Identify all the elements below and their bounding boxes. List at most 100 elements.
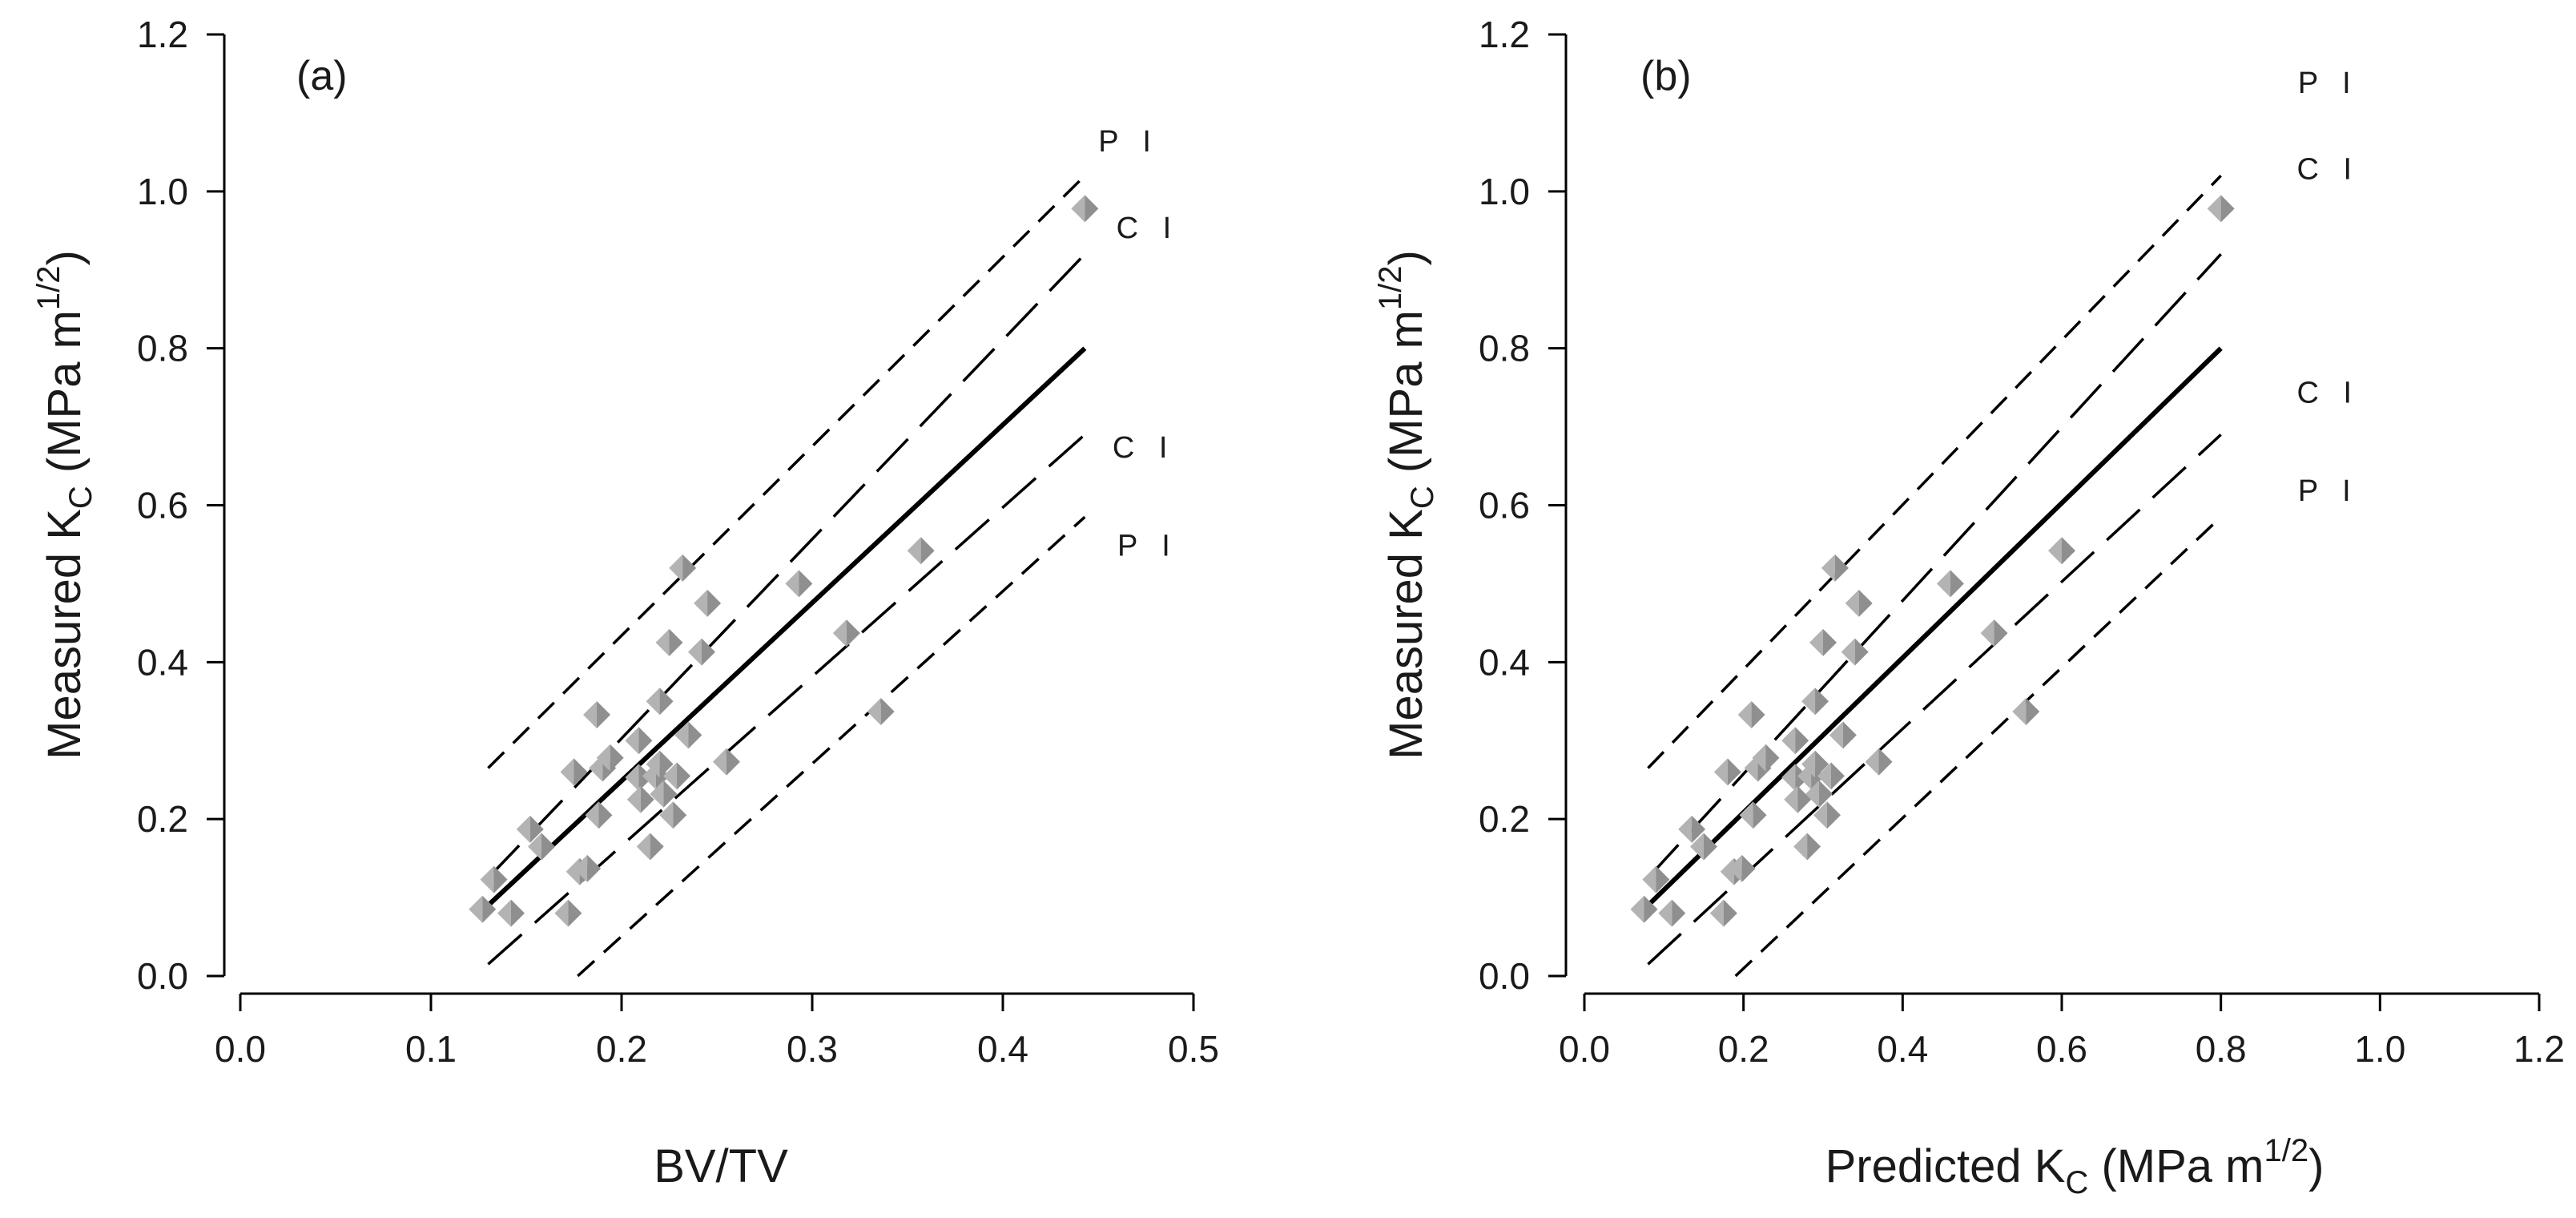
data-point-left-half bbox=[583, 700, 598, 728]
y-tick-label: 1.2 bbox=[137, 14, 188, 55]
data-point bbox=[832, 619, 860, 647]
x-tick-label: 0.8 bbox=[2196, 1028, 2247, 1070]
data-point-right-half bbox=[726, 748, 740, 776]
data-point-left-half bbox=[1784, 785, 1798, 813]
data-point bbox=[560, 758, 588, 786]
y-tick-label: 0.2 bbox=[1479, 798, 1530, 840]
data-point bbox=[2207, 195, 2235, 223]
x-tick-label: 1.0 bbox=[2354, 1028, 2405, 1070]
data-point-left-half bbox=[1813, 801, 1827, 829]
data-point-right-half bbox=[1741, 854, 1756, 882]
x-tick-label: 0.0 bbox=[215, 1028, 266, 1070]
panel-a-scatter-plot: 0.0 0.2 0.4 0.6 0.8 1.0 1.2 0.0 0.1 0.2 0.3 0.4 0.5 P… bbox=[31, 14, 1219, 1192]
data-point bbox=[1642, 865, 1670, 893]
x-tick-label: 0.4 bbox=[1877, 1028, 1928, 1070]
data-point-left-half bbox=[554, 899, 569, 927]
data-point-right-half bbox=[1819, 780, 1833, 808]
y-axis-title-main: Measured K bbox=[38, 509, 91, 760]
data-point-left-half bbox=[1841, 638, 1855, 666]
x-tick-label: 1.2 bbox=[2514, 1028, 2565, 1070]
data-point-left-half bbox=[1690, 833, 1704, 861]
data-point bbox=[1801, 688, 1829, 716]
data-point bbox=[1801, 750, 1829, 778]
data-point-right-half bbox=[920, 537, 935, 565]
data-point-left-half bbox=[694, 589, 708, 617]
data-point-left-half bbox=[1809, 628, 1823, 656]
data-point-left-half bbox=[625, 764, 639, 792]
data-point-right-half bbox=[482, 895, 497, 923]
data-point bbox=[1071, 195, 1099, 223]
data-point bbox=[497, 899, 525, 927]
data-point-left-half bbox=[785, 570, 799, 598]
data-point-left-half bbox=[1817, 762, 1831, 790]
data-point-left-half bbox=[1980, 619, 1994, 647]
x-axis-title-main: Predicted K bbox=[1825, 1140, 2066, 1192]
data-point-left-half bbox=[2012, 698, 2027, 726]
y-tick-label: 0.4 bbox=[1479, 641, 1530, 683]
data-point bbox=[1709, 899, 1737, 927]
data-point-left-half bbox=[574, 854, 588, 882]
confidence-interval-lower-line bbox=[487, 434, 1086, 966]
data-point-right-half bbox=[799, 570, 813, 598]
data-point-right-half bbox=[1753, 801, 1767, 829]
data-point-right-half bbox=[1692, 815, 1706, 843]
interval-label: P I bbox=[1098, 125, 1159, 159]
data-point bbox=[659, 801, 687, 829]
data-point-right-half bbox=[1842, 721, 1857, 749]
panel-label: (a) bbox=[296, 53, 348, 99]
prediction-interval-lower-line bbox=[577, 515, 1086, 978]
data-point-right-half bbox=[1858, 589, 1873, 617]
data-point-left-half bbox=[1071, 195, 1085, 223]
data-point bbox=[650, 780, 678, 808]
data-point-left-half bbox=[566, 857, 580, 885]
y-axis-title-unit-close: ) bbox=[38, 250, 91, 265]
data-point-left-half bbox=[1781, 727, 1796, 755]
data-point-right-half bbox=[1815, 750, 1829, 778]
data-point bbox=[1865, 748, 1893, 776]
x-axis-title: Predicted KC (MPa m1/2) bbox=[1825, 1133, 2324, 1200]
data-point bbox=[1841, 638, 1869, 666]
data-point-right-half bbox=[1830, 762, 1845, 790]
y-axis-title-sub: C bbox=[1405, 486, 1440, 509]
data-point-left-half bbox=[625, 727, 639, 755]
data-point bbox=[2012, 698, 2040, 726]
data-point bbox=[2048, 537, 2075, 565]
data-point-right-half bbox=[1807, 833, 1821, 861]
data-point-left-half bbox=[832, 619, 847, 647]
data-point bbox=[687, 638, 715, 666]
confidence-interval-upper-line bbox=[1647, 252, 2222, 879]
x-tick-label: 0.2 bbox=[1718, 1028, 1769, 1070]
data-point-right-half bbox=[1672, 899, 1686, 927]
data-point-right-half bbox=[541, 833, 556, 861]
y-axis-title-sub: C bbox=[63, 486, 99, 509]
data-point bbox=[1809, 628, 1837, 656]
data-point bbox=[1713, 758, 1741, 786]
data-point bbox=[907, 537, 935, 565]
data-point-left-half bbox=[1630, 895, 1644, 923]
y-tick-label: 1.2 bbox=[1479, 14, 1530, 55]
data-point-right-half bbox=[1950, 570, 1964, 598]
y-tick-label: 0.2 bbox=[137, 798, 188, 840]
data-point bbox=[1781, 727, 1809, 755]
prediction-interval-lower-line bbox=[1734, 515, 2222, 978]
data-point-left-half bbox=[712, 748, 727, 776]
regression-fit-line bbox=[1646, 346, 2223, 908]
data-point bbox=[626, 785, 654, 813]
data-point bbox=[1813, 801, 1841, 829]
y-tick-label: 0.6 bbox=[137, 485, 188, 526]
confidence-interval-upper-line bbox=[487, 252, 1086, 879]
data-point-right-half bbox=[1797, 785, 1812, 813]
data-point bbox=[1793, 833, 1821, 861]
data-point-left-half bbox=[646, 750, 660, 778]
data-point-right-half bbox=[673, 801, 687, 829]
data-point-left-half bbox=[1744, 754, 1758, 782]
data-point-right-half bbox=[1878, 748, 1893, 776]
data-point-left-half bbox=[626, 785, 641, 813]
data-point bbox=[1737, 700, 1765, 728]
data-point-right-half bbox=[1704, 833, 1717, 861]
data-point-right-half bbox=[610, 744, 624, 772]
data-point-right-half bbox=[568, 899, 582, 927]
y-tick-label: 1.0 bbox=[1479, 171, 1530, 212]
y-tick-label: 0.8 bbox=[1479, 328, 1530, 369]
data-point bbox=[1805, 780, 1833, 808]
